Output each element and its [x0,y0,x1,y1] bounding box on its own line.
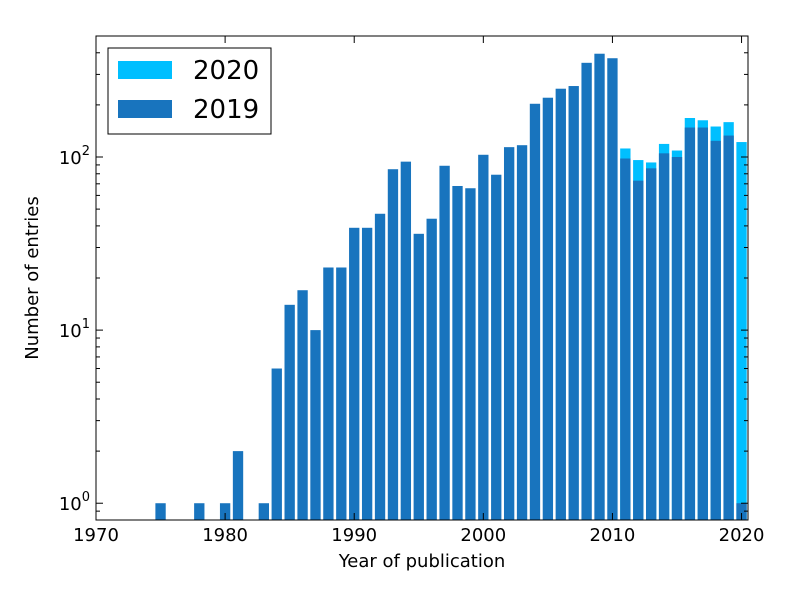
bar-2019-1990 [349,227,360,520]
bar-2019-1996 [426,218,437,520]
axes-layer: 1970 1980 1990 2000 2010 2020 100 101 102 [59,35,765,546]
bar-2019-1998 [452,185,463,520]
bar-2019-2013 [646,168,657,520]
bar-2019-2000 [478,154,489,521]
bar-2019-2019 [723,135,734,520]
bar-2019-2020 [736,503,747,520]
x-tick-label: 1990 [331,525,377,546]
x-tick-label: 1980 [202,525,248,546]
y-tick-label: 100 [59,490,90,515]
bar-2019-2008 [581,62,592,520]
bar-2019-1985 [284,304,295,520]
y-tick-label: 102 [59,144,90,169]
bar-2019-2004 [529,103,541,520]
bar-2019-1992 [374,213,386,521]
x-axis-label: Year of publication [338,551,506,572]
bar-2019-1993 [387,169,399,520]
bar-2019-1997 [439,165,450,521]
bar-2019-1989 [336,267,347,520]
x-tick-label: 2010 [590,525,636,546]
bar-2019-2007 [568,86,579,521]
bar-2019-2010 [607,58,618,521]
bar-2019-1988 [323,267,334,520]
bar-2019-1983 [258,503,270,520]
bar-2019-2009 [594,53,605,521]
bar-2019-1975 [155,503,166,520]
legend: 2020 2019 [107,47,272,135]
bar-2019-2018 [710,140,721,521]
bar-2019-1991 [361,227,373,520]
bar-2019-1999 [465,188,476,521]
bar-2019-1995 [413,233,424,520]
legend-swatch-2019 [118,100,172,118]
bar-2019-1980 [219,503,231,520]
legend-label-2020: 2020 [193,56,259,86]
bar-2019-1984 [271,368,282,520]
y-axis-label: Number of entries [22,196,43,360]
bar-2019-2001 [491,174,502,520]
bar-2019-2005 [542,97,554,521]
bar-2019-2017 [697,127,708,520]
bars-layer [155,53,747,521]
y-tick-label: 101 [59,317,90,342]
bar-2019-2011 [620,158,631,521]
x-tick-label: 2000 [460,525,506,546]
legend-swatch-2020 [118,61,172,79]
bar-2019-2015 [671,157,683,520]
bar-2019-2016 [684,127,696,520]
bar-2019-1978 [194,503,205,520]
bar-2019-2014 [658,153,670,520]
bar-2020-2020 [736,142,747,520]
bar-2019-1994 [400,161,412,520]
bar-2019-2002 [503,147,515,520]
x-tick-label: 1970 [73,525,119,546]
x-tick-label: 2020 [719,525,765,546]
bar-2019-2012 [633,180,644,520]
bar-2019-1986 [297,290,308,520]
legend-label-2019: 2019 [193,95,259,125]
bar-2019-1987 [310,330,321,520]
bar-2019-2006 [555,88,566,521]
bar-2019-1981 [232,451,244,520]
bar-2019-2003 [516,145,528,520]
